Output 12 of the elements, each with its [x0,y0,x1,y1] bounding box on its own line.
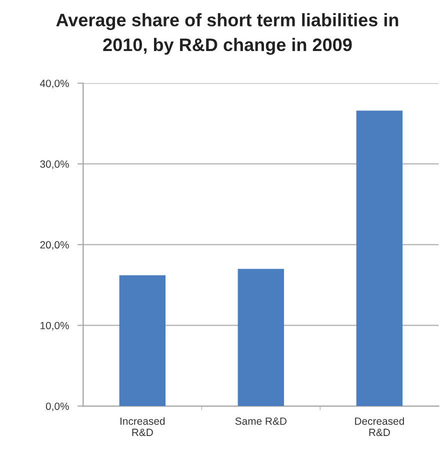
chart-title: Average share of short term liabilities in 2010, by R&D change in 2009 [56,13,398,55]
x-tick-label: Increased R&D [120,417,165,436]
x-tick-label: Decreased R&D [355,417,404,436]
y-tick-label: 0,0% [46,402,69,412]
y-tick-label: 40,0% [40,80,69,88]
bar [119,275,166,406]
x-tick-label: Same R&D [235,417,286,425]
bar [238,268,284,406]
y-tick-label: 30,0% [40,160,69,170]
y-tick-label: 10,0% [40,322,69,330]
y-tick-label: 20,0% [40,241,69,250]
bar [356,110,403,406]
